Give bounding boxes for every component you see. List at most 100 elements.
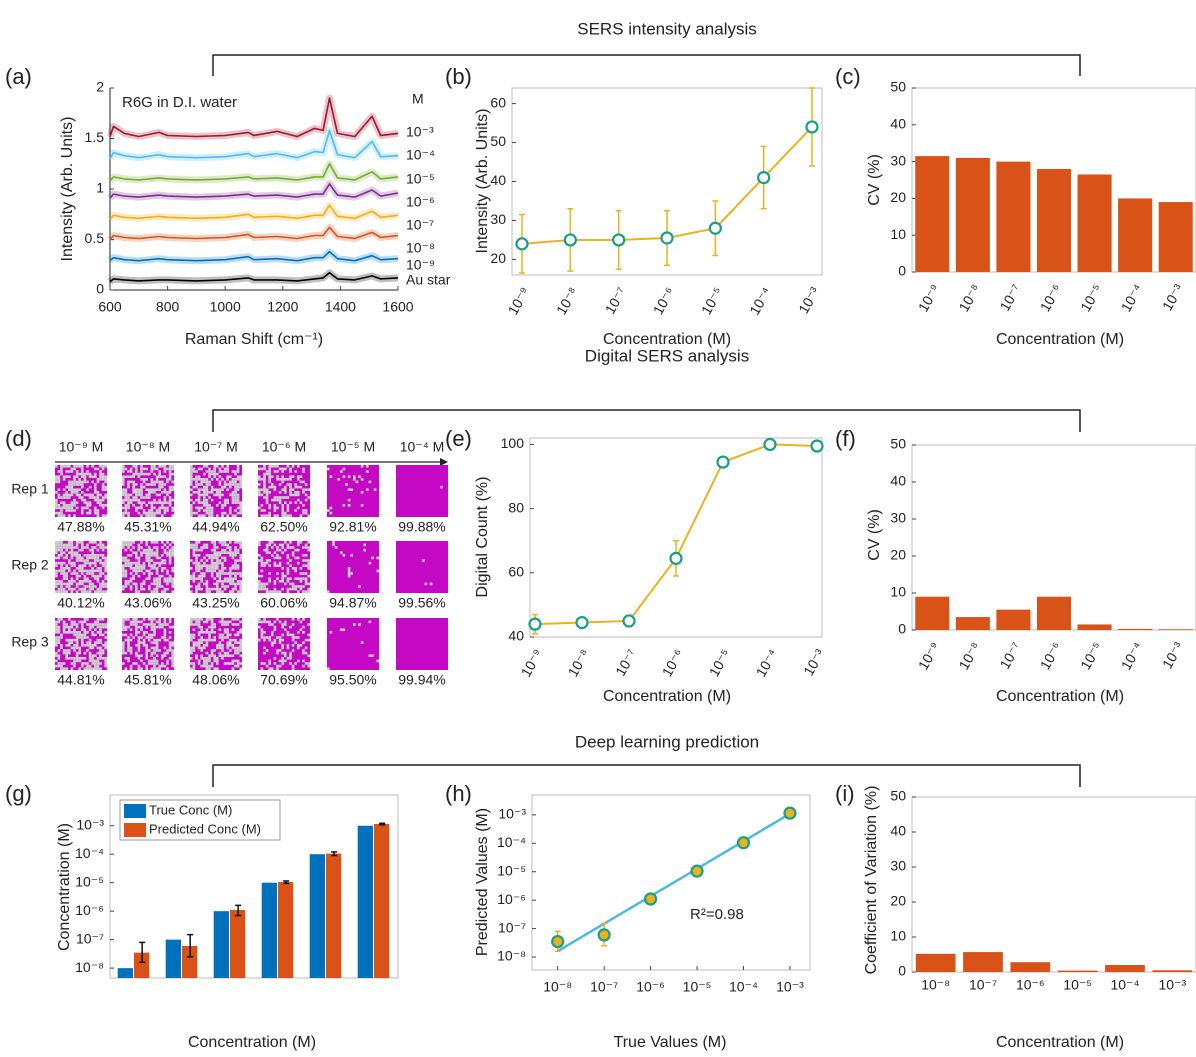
pixel	[94, 562, 97, 565]
pixel	[91, 626, 94, 629]
pixel	[193, 468, 196, 471]
pixel	[369, 621, 372, 624]
pixel	[55, 512, 58, 515]
pixel	[166, 580, 169, 583]
panel-label: (a)	[5, 64, 32, 89]
pixel	[430, 583, 433, 586]
pixel	[125, 583, 128, 586]
pixel	[148, 549, 151, 552]
pixel	[158, 623, 161, 626]
pixel	[65, 585, 68, 588]
pixel	[130, 475, 133, 478]
pixel	[169, 657, 172, 660]
pixel	[307, 514, 310, 517]
pixel	[171, 551, 174, 554]
pixel	[219, 468, 222, 471]
pixel	[151, 504, 154, 507]
pixel	[99, 641, 102, 644]
pixel	[158, 473, 161, 476]
pixel	[84, 475, 87, 478]
pixel	[102, 478, 105, 481]
pixel	[99, 541, 102, 544]
pixel	[89, 628, 92, 631]
pixel	[86, 585, 89, 588]
pixel	[156, 475, 159, 478]
column-header: 10⁻⁸ M	[126, 439, 170, 455]
legend-title: M	[412, 91, 424, 107]
pixel	[361, 478, 364, 481]
pixel	[71, 486, 74, 489]
pixel	[84, 631, 87, 634]
pixel	[164, 654, 167, 657]
pixel	[68, 631, 71, 634]
pixel	[234, 649, 237, 652]
legend-label: 10⁻⁶	[406, 194, 435, 210]
pixel	[84, 667, 87, 670]
pixel	[153, 507, 156, 510]
pixel	[55, 499, 58, 502]
y-tick-label: 10⁻⁸	[75, 959, 104, 975]
y-tick-label: 50	[890, 79, 906, 95]
pixel	[164, 512, 167, 515]
pixel	[305, 483, 308, 486]
pixel	[78, 583, 81, 586]
pixel	[122, 649, 125, 652]
pixel	[91, 549, 94, 552]
pixel	[261, 562, 264, 565]
pixel	[261, 559, 264, 562]
pixel	[297, 478, 300, 481]
pixel	[200, 631, 203, 634]
y-axis-label: Concentration (M)	[56, 823, 73, 951]
pixel	[76, 544, 79, 547]
x-tick-label: 10⁻⁴	[752, 646, 780, 679]
pixel	[86, 572, 89, 575]
pixel	[206, 499, 209, 502]
pixel	[63, 588, 66, 591]
pixel	[145, 468, 148, 471]
pixel	[300, 585, 303, 588]
pixel	[68, 644, 71, 647]
pixel	[94, 628, 97, 631]
pixel	[73, 580, 76, 583]
pixel	[60, 465, 63, 468]
pixel	[68, 618, 71, 621]
y-tick-label: 80	[508, 499, 524, 515]
pixel	[102, 483, 105, 486]
pixel	[330, 475, 333, 478]
pixel	[234, 583, 237, 586]
pixel	[203, 665, 206, 668]
pixel	[211, 554, 214, 557]
pixel	[138, 639, 141, 642]
spectrum-line	[110, 227, 398, 239]
pixel	[127, 501, 130, 504]
pixel	[200, 575, 203, 578]
pixel	[193, 644, 196, 647]
pixel	[206, 546, 209, 549]
pixel	[258, 494, 261, 497]
x-tick-label: 10⁻⁴	[1111, 977, 1140, 993]
pixel	[234, 623, 237, 626]
pixel	[221, 504, 224, 507]
column-header: 10⁻⁴ M	[400, 439, 445, 455]
pixel	[195, 557, 198, 560]
pixel	[99, 626, 102, 629]
pixel	[261, 478, 264, 481]
pixel	[226, 546, 229, 549]
pixel	[60, 509, 63, 512]
legend-swatch	[124, 804, 146, 818]
bar	[916, 954, 956, 972]
pixel	[161, 501, 164, 504]
pixel	[127, 657, 130, 660]
bar	[214, 911, 229, 978]
pixel	[135, 583, 138, 586]
pixel	[289, 634, 292, 637]
pixel	[138, 507, 141, 510]
pixel	[232, 557, 235, 560]
pixel	[195, 512, 198, 515]
pixel	[94, 570, 97, 573]
pixel	[135, 465, 138, 468]
pixel	[206, 554, 209, 557]
pixel	[232, 662, 235, 665]
pixel	[135, 567, 138, 570]
pixel	[348, 499, 351, 502]
